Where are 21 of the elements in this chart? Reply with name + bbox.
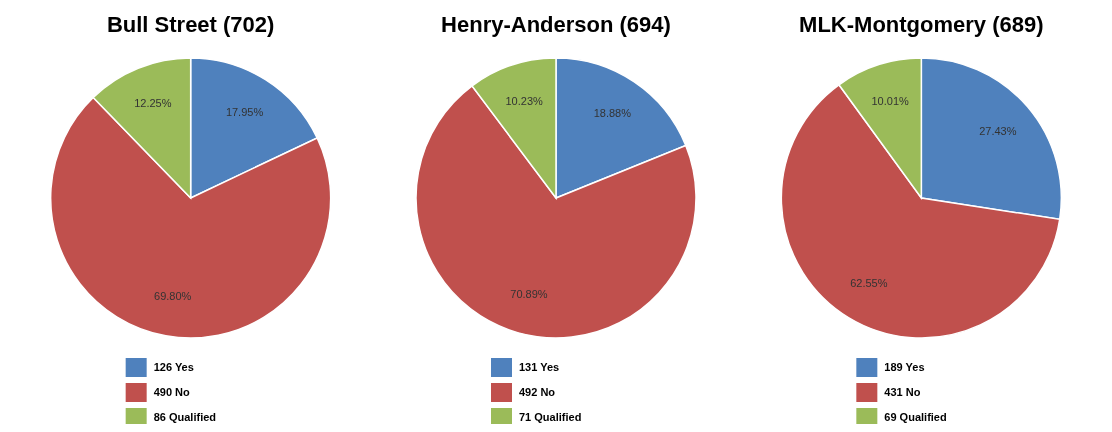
legend-label: 131 Yes [519,361,560,373]
legend-label: 490 No [153,386,191,398]
data-label: 27.43% [979,125,1017,138]
legend-label: 71 Qualified [519,411,582,423]
chart-title: Henry-Anderson (694) [441,12,671,37]
data-label: 17.95% [225,105,264,118]
legend-label: 86 Qualified [153,411,217,423]
data-label: 62.55% [850,276,888,289]
legend-label: 492 No [519,386,556,398]
data-label: 10.01% [871,95,910,108]
legend-label: 189 Yes [884,361,925,373]
legend-label: 431 No [884,386,921,398]
chart-title: MLK-Montgomery (689) [799,12,1044,37]
data-label: 10.23% [505,95,544,108]
data-label: 69.80% [154,290,192,303]
data-label: 70.89% [510,288,548,301]
data-label: 12.25% [134,97,172,110]
data-label: 18.88% [593,107,632,120]
chart-title: Bull Street (702) [106,12,275,37]
legend-label: 69 Qualified [884,411,947,423]
legend-label: 126 Yes [153,361,194,373]
